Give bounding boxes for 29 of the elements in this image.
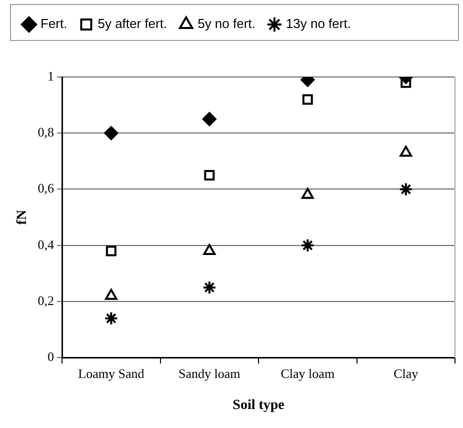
legend-label: 13y no fert. [286,16,351,32]
y-tick-label: 0,2 [38,292,54,308]
x-tick-label: Sandy loam [178,366,240,381]
point [300,238,315,252]
point [106,246,116,256]
point [204,170,215,180]
point [104,126,118,140]
point [398,182,413,196]
x-tick-label: Loamy Sand [78,366,145,381]
legend-label: 5y after fert. [98,16,168,32]
point [203,244,216,255]
point [302,94,313,105]
point [202,280,216,294]
x-tick-label: Clay loam [280,366,335,381]
legend-label: 5y no fert. [198,16,256,32]
y-axis-title: fN [15,210,30,225]
point [104,288,118,300]
x-axis-title: Soil type [232,398,284,414]
y-tick-label: 0 [48,349,54,364]
y-tick-label: 1 [48,68,54,84]
legend-label: Fert. [40,16,68,32]
point [104,311,118,326]
point [202,112,216,126]
point [301,188,314,199]
x-tick-label: Clay [394,366,419,381]
y-tick-label: 0,4 [38,236,55,252]
y-tick-label: 0,8 [38,124,54,140]
y-tick-label: 0,6 [38,180,55,196]
point [400,146,412,157]
